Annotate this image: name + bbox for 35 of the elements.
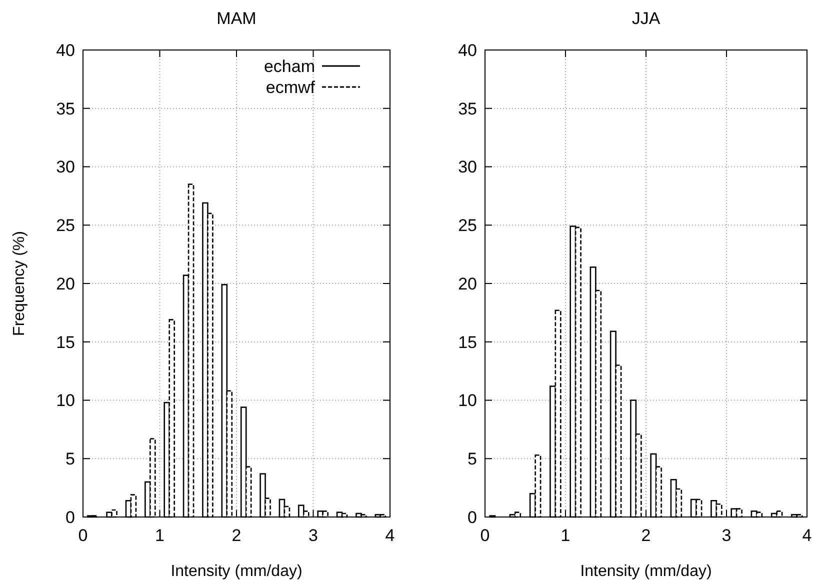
- y-tick-label: 40: [56, 40, 75, 60]
- y-tick-label: 10: [458, 391, 477, 410]
- y-tick-label: 25: [56, 216, 75, 236]
- x-tick-label: 4: [385, 526, 395, 545]
- y-axis-title: Frequency (%): [11, 231, 28, 336]
- y-tick-label: 10: [56, 391, 75, 410]
- y-tick-label: 20: [458, 274, 477, 294]
- y-tick-label: 15: [56, 332, 75, 352]
- x-tick-label: 2: [641, 526, 651, 545]
- y-tick-label: 25: [458, 216, 477, 236]
- y-tick-label: 30: [458, 158, 477, 177]
- x-tick-label: 0: [480, 526, 490, 545]
- x-tick-label: 3: [722, 526, 732, 545]
- y-tick-label: 35: [56, 99, 75, 118]
- legend-label: ecmwf: [266, 78, 316, 97]
- x-tick-label: 2: [232, 526, 242, 545]
- y-tick-label: 30: [56, 158, 75, 177]
- y-tick-label: 15: [458, 332, 477, 352]
- x-tick-label: 1: [155, 526, 164, 545]
- y-tick-label: 5: [66, 450, 75, 469]
- x-axis-title: Intensity (mm/day): [170, 563, 302, 580]
- x-axis-title: Intensity (mm/day): [580, 563, 712, 580]
- y-tick-label: 40: [458, 40, 477, 60]
- x-tick-label: 4: [802, 526, 812, 545]
- y-tick-label: 35: [458, 99, 477, 118]
- y-tick-label: 0: [66, 508, 75, 527]
- y-tick-label: 0: [468, 508, 477, 527]
- x-tick-label: 3: [308, 526, 318, 545]
- x-tick-label: 0: [78, 526, 88, 545]
- y-tick-label: 20: [56, 274, 75, 294]
- legend-label: echam: [264, 56, 315, 76]
- y-tick-label: 5: [468, 450, 477, 469]
- chart-title: MAM: [216, 9, 256, 28]
- x-tick-label: 1: [560, 526, 570, 545]
- chart-title: JJA: [632, 9, 661, 28]
